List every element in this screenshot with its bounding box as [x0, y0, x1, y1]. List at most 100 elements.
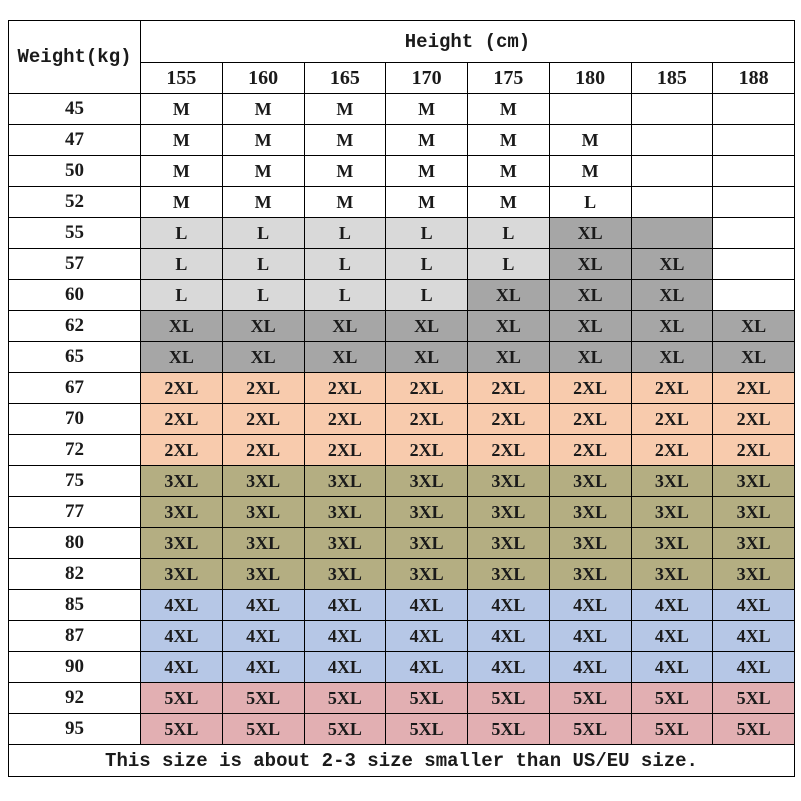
size-cell: L	[140, 279, 223, 311]
size-cell: 2XL	[140, 403, 223, 435]
size-cell: 4XL	[467, 589, 550, 621]
size-cell: 5XL	[712, 682, 795, 714]
size-cell: 4XL	[548, 651, 632, 683]
weight-row-header: 55	[8, 217, 141, 249]
weight-row-header: 50	[8, 155, 141, 187]
size-cell: 3XL	[467, 465, 550, 497]
size-cell: 2XL	[630, 372, 714, 404]
size-cell: 4XL	[140, 620, 223, 652]
size-cell: L	[467, 217, 550, 249]
size-cell: 3XL	[630, 527, 714, 559]
table-row: 95 5XL 5XL 5XL 5XL 5XL 5XL 5XL 5XL	[8, 713, 795, 745]
size-cell: M	[385, 155, 468, 187]
size-cell: 3XL	[221, 465, 305, 497]
size-cell: 3XL	[140, 465, 223, 497]
table-row: 55 L L L L L XL	[8, 217, 795, 249]
size-cell: 3XL	[221, 558, 305, 590]
weight-row-header: 90	[8, 651, 141, 683]
table-row: 50 M M M M M M	[8, 155, 795, 187]
size-cell: 3XL	[712, 465, 795, 497]
weight-row-header: 75	[8, 465, 141, 497]
size-cell: 5XL	[303, 713, 387, 745]
size-cell: 3XL	[140, 527, 223, 559]
size-cell: 3XL	[140, 558, 223, 590]
size-cell: M	[221, 155, 305, 187]
size-cell: XL	[385, 341, 468, 373]
size-cell: XL	[303, 310, 387, 342]
weight-row-header: 77	[8, 496, 141, 528]
size-cell	[712, 248, 795, 280]
size-cell: L	[385, 279, 468, 311]
size-cell: 2XL	[548, 372, 632, 404]
size-cell: 3XL	[467, 558, 550, 590]
size-cell: 5XL	[221, 682, 305, 714]
size-cell	[630, 93, 714, 125]
size-cell: L	[303, 248, 387, 280]
size-cell: XL	[221, 310, 305, 342]
size-cell: 2XL	[467, 403, 550, 435]
size-cell: 2XL	[548, 403, 632, 435]
height-col-header: 185	[630, 62, 714, 94]
size-cell: XL	[467, 279, 550, 311]
size-cell: 4XL	[303, 589, 387, 621]
size-cell: XL	[140, 310, 223, 342]
size-cell: L	[303, 217, 387, 249]
table-row: 45 M M M M M	[8, 93, 795, 125]
size-cell: XL	[548, 310, 632, 342]
size-cell: 5XL	[221, 713, 305, 745]
size-cell: 3XL	[140, 496, 223, 528]
size-cell: M	[467, 155, 550, 187]
weight-row-header: 60	[8, 279, 141, 311]
height-col-header: 170	[385, 62, 468, 94]
footer-row: This size is about 2-3 size smaller than…	[8, 744, 795, 777]
size-cell: 4XL	[712, 651, 795, 683]
size-cell: 4XL	[303, 620, 387, 652]
height-col-header: 160	[221, 62, 305, 94]
size-cell: M	[467, 93, 550, 125]
height-col-header: 180	[548, 62, 632, 94]
size-cell: M	[467, 186, 550, 218]
size-cell: XL	[140, 341, 223, 373]
size-cell: 2XL	[303, 434, 387, 466]
height-col-header: 175	[467, 62, 550, 94]
weight-row-header: 65	[8, 341, 141, 373]
table-row: 82 3XL 3XL 3XL 3XL 3XL 3XL 3XL 3XL	[8, 558, 795, 590]
size-cell	[548, 93, 632, 125]
size-cell: XL	[385, 310, 468, 342]
size-cell: 2XL	[221, 403, 305, 435]
size-cell	[712, 186, 795, 218]
table-row: 57 L L L L L XL XL	[8, 248, 795, 280]
size-cell	[630, 186, 714, 218]
size-cell: XL	[630, 341, 714, 373]
size-cell: M	[140, 124, 223, 156]
size-cell: 5XL	[548, 713, 632, 745]
size-cell	[712, 217, 795, 249]
table-row: 70 2XL 2XL 2XL 2XL 2XL 2XL 2XL 2XL	[8, 403, 795, 435]
size-cell: 3XL	[303, 527, 387, 559]
size-cell: 2XL	[548, 434, 632, 466]
height-col-header: 155	[140, 62, 223, 94]
weight-row-header: 87	[8, 620, 141, 652]
size-cell: 5XL	[140, 682, 223, 714]
table-row: 72 2XL 2XL 2XL 2XL 2XL 2XL 2XL 2XL	[8, 434, 795, 466]
size-cell: XL	[548, 279, 632, 311]
size-cell: 3XL	[712, 558, 795, 590]
size-cell: M	[548, 155, 632, 187]
size-cell: 3XL	[385, 527, 468, 559]
size-cell: 5XL	[630, 682, 714, 714]
size-cell: 2XL	[385, 434, 468, 466]
size-cell: XL	[221, 341, 305, 373]
size-cell: 5XL	[630, 713, 714, 745]
size-cell: 4XL	[385, 651, 468, 683]
size-cell: 3XL	[548, 527, 632, 559]
size-cell: XL	[630, 248, 714, 280]
size-cell: 4XL	[467, 651, 550, 683]
size-cell: 4XL	[630, 620, 714, 652]
weight-row-header: 70	[8, 403, 141, 435]
weight-row-header: 82	[8, 558, 141, 590]
size-cell: M	[221, 93, 305, 125]
size-cell: 2XL	[303, 403, 387, 435]
size-cell: 3XL	[548, 496, 632, 528]
size-cell: 2XL	[221, 372, 305, 404]
weight-row-header: 47	[8, 124, 141, 156]
